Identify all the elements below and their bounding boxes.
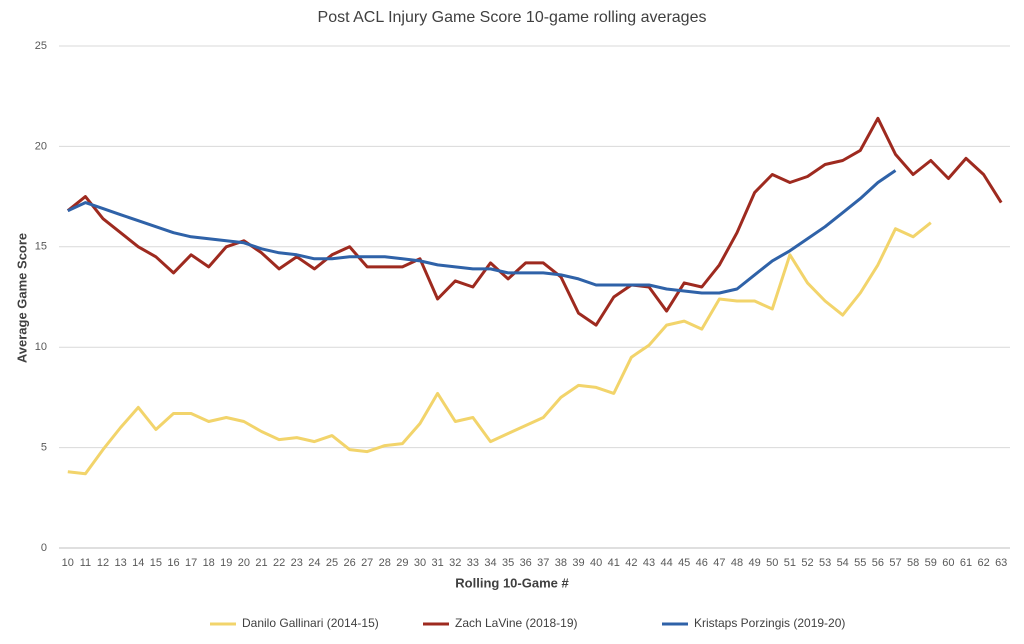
y-tick-label: 25 <box>35 40 47 52</box>
x-tick-label: 35 <box>502 557 514 569</box>
x-tick-label: 14 <box>132 557 144 569</box>
y-tick-label: 15 <box>35 241 47 253</box>
x-tick-label: 58 <box>907 557 919 569</box>
x-tick-label: 41 <box>608 557 620 569</box>
x-tick-label: 23 <box>291 557 303 569</box>
x-tick-label: 55 <box>854 557 866 569</box>
x-tick-label: 17 <box>185 557 197 569</box>
x-tick-label: 59 <box>925 557 937 569</box>
x-tick-label: 46 <box>696 557 708 569</box>
x-tick-label: 12 <box>97 557 109 569</box>
x-tick-label: 51 <box>784 557 796 569</box>
chart-title: Post ACL Injury Game Score 10-game rolli… <box>318 9 707 26</box>
x-tick-label: 36 <box>520 557 532 569</box>
x-tick-label: 56 <box>872 557 884 569</box>
x-tick-label: 53 <box>819 557 831 569</box>
x-tick-label: 54 <box>837 557 849 569</box>
x-tick-label: 22 <box>273 557 285 569</box>
x-tick-label: 42 <box>625 557 637 569</box>
series-line <box>66 116 1003 327</box>
x-tick-label: 60 <box>942 557 954 569</box>
legend-label: Danilo Gallinari (2014-15) <box>242 616 379 630</box>
x-tick-label: 48 <box>731 557 743 569</box>
x-tick-label: 62 <box>977 557 989 569</box>
x-tick-label: 28 <box>379 557 391 569</box>
x-tick-label: 57 <box>889 557 901 569</box>
x-tick-label: 49 <box>749 557 761 569</box>
x-tick-label: 16 <box>167 557 179 569</box>
x-tick-label: 19 <box>220 557 232 569</box>
x-tick-label: 26 <box>343 557 355 569</box>
x-tick-label: 45 <box>678 557 690 569</box>
x-tick-label: 47 <box>713 557 725 569</box>
x-axis-title: Rolling 10-Game # <box>455 575 569 590</box>
x-tick-label: 20 <box>238 557 250 569</box>
x-tick-label: 30 <box>414 557 426 569</box>
series-line <box>67 221 932 476</box>
x-tick-label: 50 <box>766 557 778 569</box>
y-tick-label: 5 <box>41 442 47 454</box>
x-tick-label: 38 <box>555 557 567 569</box>
x-tick-label: 29 <box>396 557 408 569</box>
y-tick-label: 0 <box>41 542 47 554</box>
x-tick-label: 10 <box>62 557 74 569</box>
x-tick-label: 31 <box>432 557 444 569</box>
series-line <box>67 169 897 295</box>
x-tick-label: 52 <box>801 557 813 569</box>
x-tick-label: 11 <box>80 557 91 569</box>
y-tick-label: 20 <box>35 140 47 152</box>
x-tick-label: 25 <box>326 557 338 569</box>
legend-label: Kristaps Porzingis (2019-20) <box>694 616 845 630</box>
x-tick-label: 43 <box>643 557 655 569</box>
x-tick-label: 63 <box>995 557 1007 569</box>
x-tick-label: 27 <box>361 557 373 569</box>
y-axis-title: Average Game Score <box>14 233 29 363</box>
x-tick-label: 61 <box>960 557 972 569</box>
x-tick-label: 32 <box>449 557 461 569</box>
x-tick-label: 18 <box>203 557 215 569</box>
x-tick-label: 33 <box>467 557 479 569</box>
x-tick-label: 40 <box>590 557 602 569</box>
x-tick-label: 37 <box>537 557 549 569</box>
x-tick-label: 44 <box>660 557 672 569</box>
x-tick-label: 15 <box>150 557 162 569</box>
legend-label: Zach LaVine (2018-19) <box>455 616 578 630</box>
x-tick-label: 24 <box>308 557 320 569</box>
x-tick-label: 34 <box>484 557 496 569</box>
x-tick-label: 21 <box>255 557 267 569</box>
x-tick-label: 13 <box>115 557 127 569</box>
x-tick-label: 39 <box>572 557 584 569</box>
y-tick-label: 10 <box>35 341 47 353</box>
